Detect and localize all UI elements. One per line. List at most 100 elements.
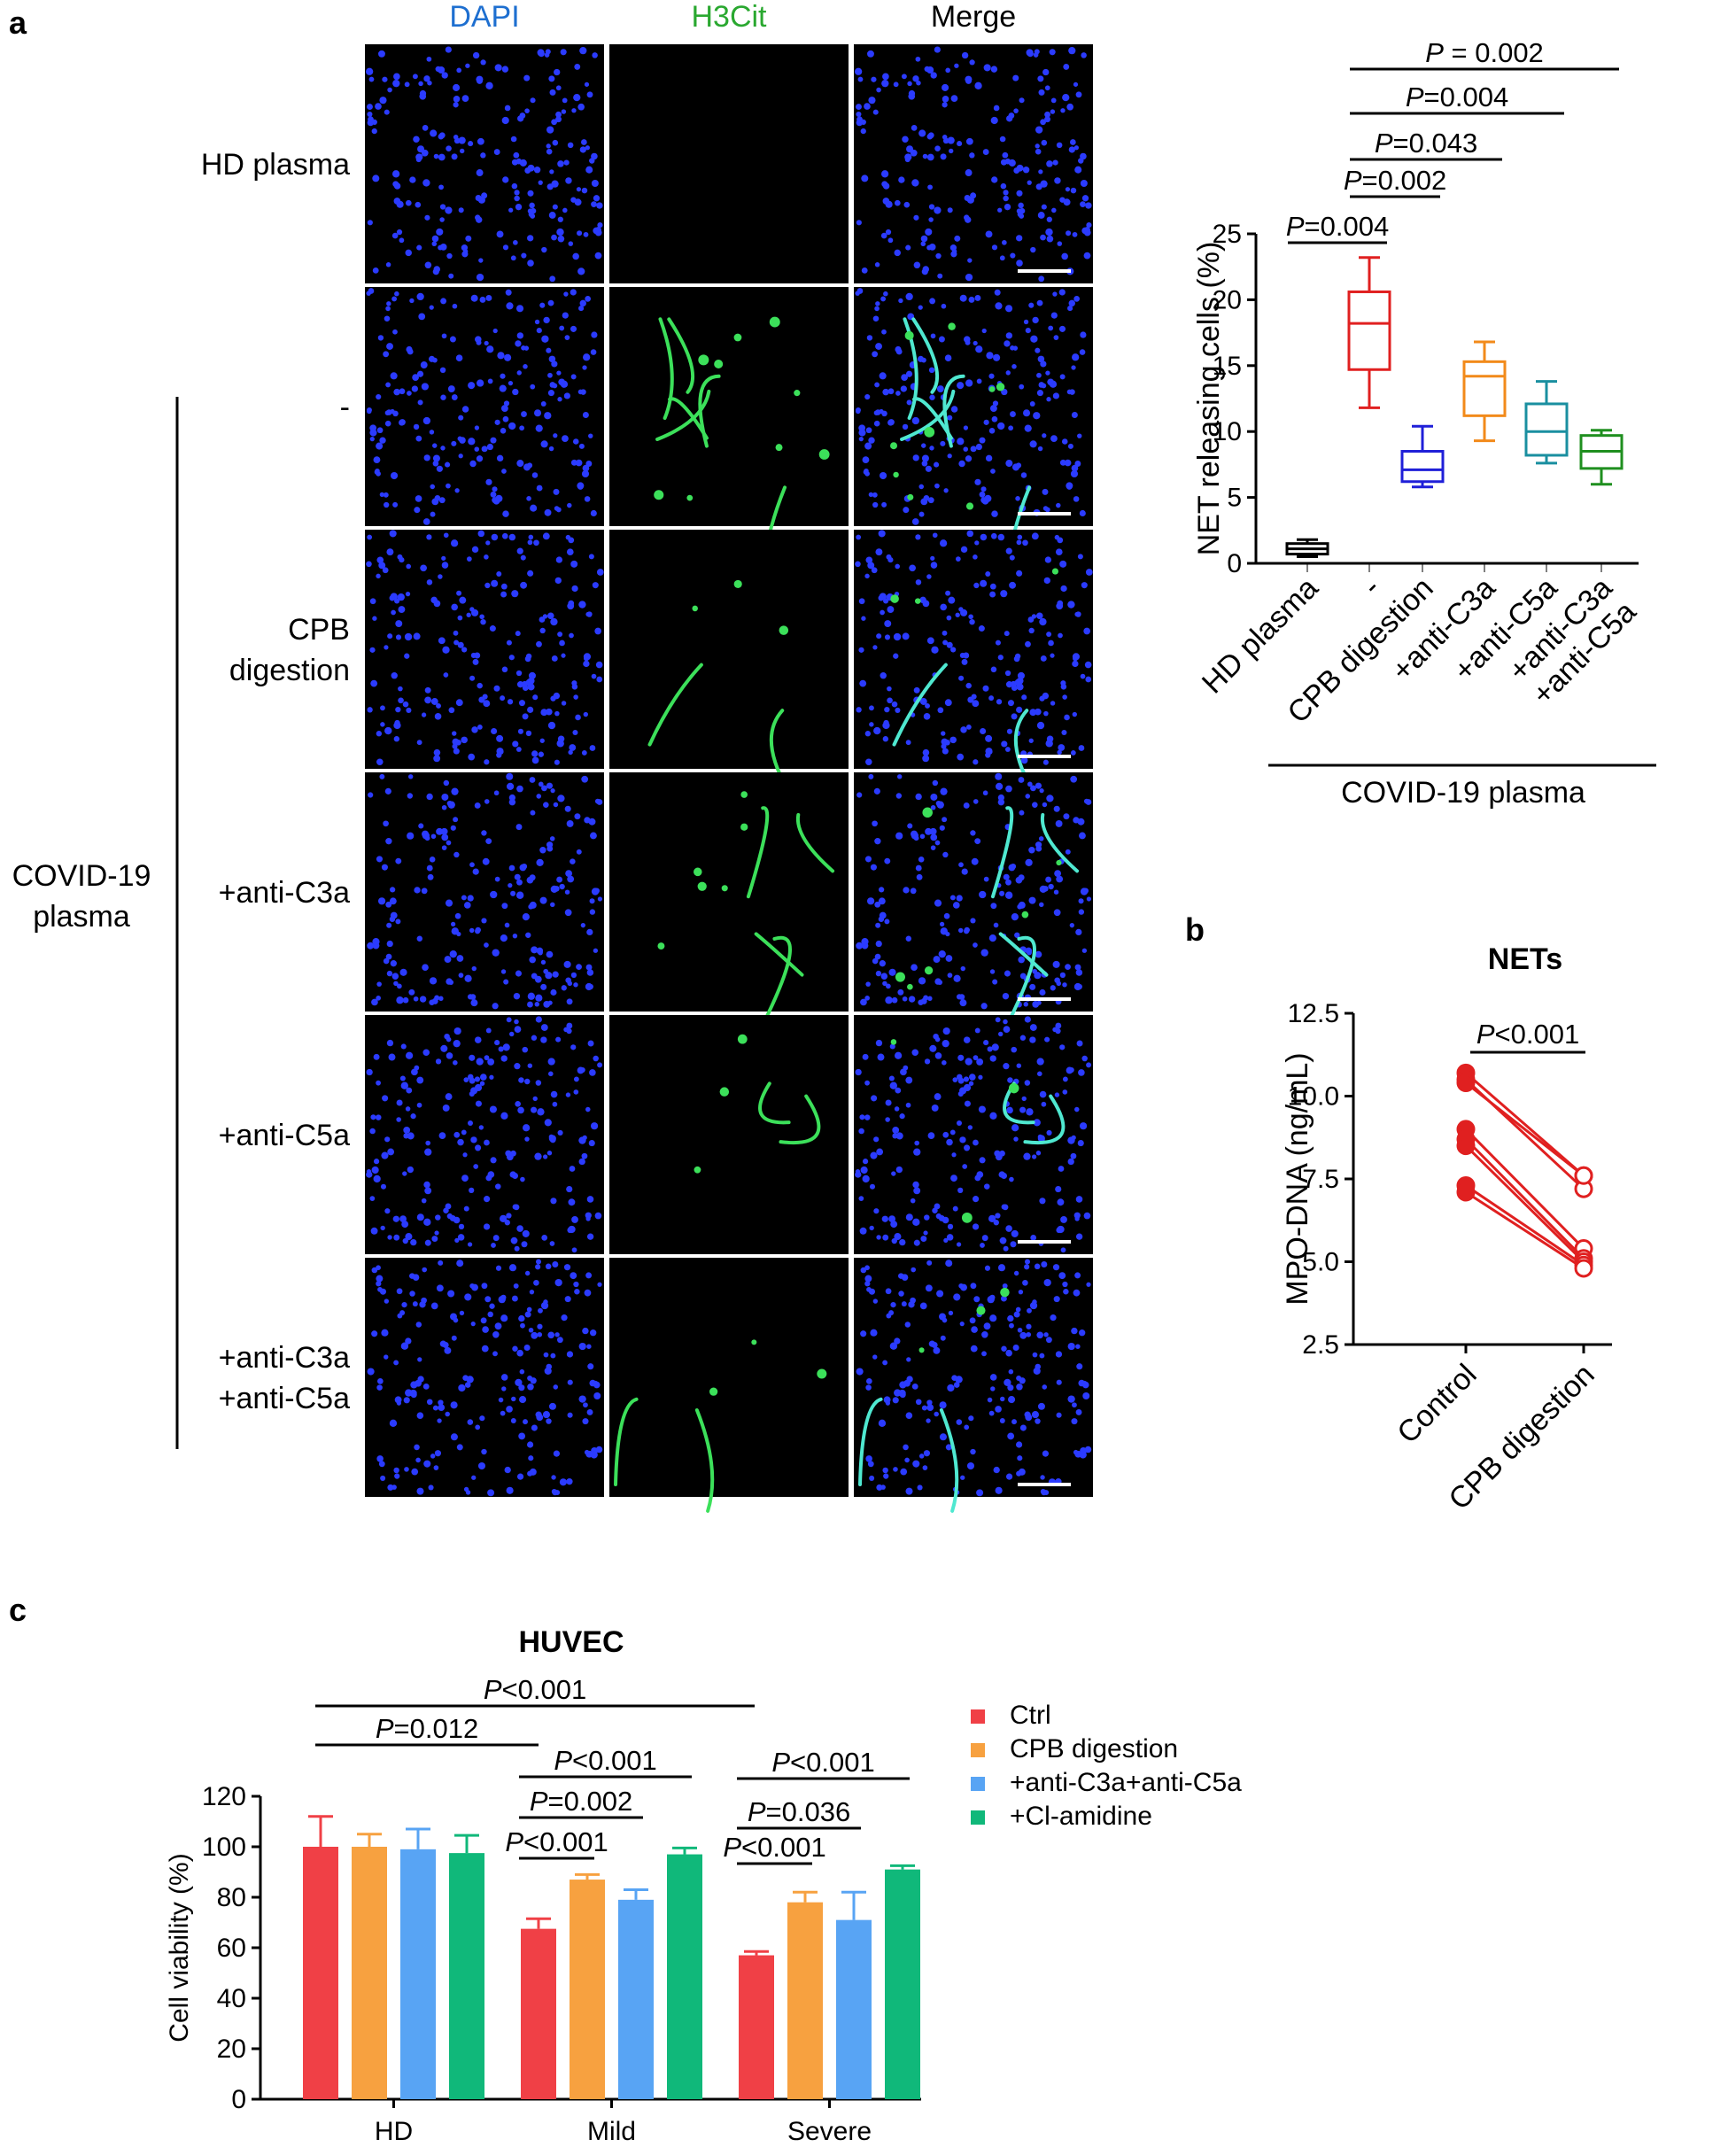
nucleus xyxy=(500,1374,508,1381)
nucleus xyxy=(928,204,935,210)
nucleus xyxy=(895,1087,902,1094)
nuclei xyxy=(365,46,603,283)
nucleus xyxy=(951,1152,957,1158)
nucleus xyxy=(423,1181,430,1189)
nucleus xyxy=(889,1342,898,1350)
nucleus xyxy=(459,437,466,444)
nucleus xyxy=(490,890,498,899)
nucleus xyxy=(481,1283,488,1290)
nucleus xyxy=(880,170,889,178)
nucleus xyxy=(883,719,889,726)
nucleus xyxy=(512,1345,518,1352)
nucleus xyxy=(567,1412,573,1418)
nucleus xyxy=(502,244,509,251)
nucleus xyxy=(515,203,523,211)
nucleus xyxy=(551,180,559,188)
nucleus xyxy=(404,632,413,641)
nucleus xyxy=(1028,302,1035,308)
nucleus xyxy=(392,79,400,88)
nucleus xyxy=(538,751,545,757)
nucleus xyxy=(979,491,986,498)
nucleus xyxy=(932,779,939,787)
nucleus xyxy=(1062,694,1067,700)
nucleus xyxy=(536,858,544,867)
panel-c-label: c xyxy=(9,1592,27,1628)
y-tick-label: 15 xyxy=(1213,352,1242,381)
nucleus xyxy=(476,455,484,462)
nucleus xyxy=(547,390,554,397)
nucleus xyxy=(1040,119,1046,126)
nucleus xyxy=(905,1102,911,1108)
nucleus xyxy=(485,81,493,90)
spot xyxy=(721,885,728,892)
nucleus xyxy=(893,632,902,641)
nucleus xyxy=(563,1264,571,1271)
nucleus xyxy=(539,847,546,854)
nucleus xyxy=(573,94,581,102)
nucleus xyxy=(548,446,554,452)
fiber xyxy=(990,806,1014,899)
y-tick-label: 100 xyxy=(202,1833,246,1862)
bar-3-0 xyxy=(449,1853,484,2099)
nucleus xyxy=(427,80,432,86)
nucleus xyxy=(918,305,923,310)
nucleus xyxy=(540,440,548,448)
nucleus xyxy=(1044,111,1051,118)
nucleus xyxy=(994,1150,1001,1157)
nucleus xyxy=(997,798,1005,806)
nucleus xyxy=(1041,139,1048,146)
nucleus xyxy=(930,555,935,561)
nucleus xyxy=(443,532,449,539)
nucleus xyxy=(934,1052,942,1059)
nucleus xyxy=(487,378,493,384)
nucleus xyxy=(949,148,954,154)
nucleus xyxy=(489,1074,494,1080)
nucleus xyxy=(440,394,446,400)
nucleus xyxy=(534,1002,540,1007)
nucleus xyxy=(383,957,390,965)
nucleus xyxy=(526,496,531,501)
nucleus xyxy=(379,492,384,498)
cpb-point-2 xyxy=(1574,1166,1593,1185)
nucleus xyxy=(549,89,556,96)
nucleus xyxy=(504,353,512,361)
nucleus xyxy=(453,1060,458,1066)
nucleus xyxy=(953,974,961,982)
nucleus xyxy=(996,699,1003,705)
nucleus xyxy=(876,1235,881,1240)
spot xyxy=(697,881,707,891)
fiber xyxy=(1040,812,1080,873)
nucleus xyxy=(1062,94,1070,102)
nucleus xyxy=(965,379,973,387)
nucleus xyxy=(915,864,922,872)
nucleus xyxy=(458,453,463,459)
nucleus xyxy=(471,546,479,554)
nucleus xyxy=(474,1076,481,1082)
p-value: =0.004 xyxy=(1424,81,1509,112)
nucleus xyxy=(856,707,862,713)
nucleus xyxy=(367,534,373,540)
nucleus xyxy=(522,913,530,921)
nucleus xyxy=(391,1484,397,1490)
nucleus xyxy=(469,1054,476,1061)
nucleus xyxy=(929,394,935,400)
nucleus xyxy=(873,787,880,795)
nucleus xyxy=(529,901,537,909)
nucleus xyxy=(875,1039,883,1047)
nucleus xyxy=(387,1148,395,1156)
legend-swatch-0 xyxy=(971,1709,985,1724)
nucleus xyxy=(934,1411,939,1417)
p-value: <0.001 xyxy=(1495,1019,1580,1050)
nucleus xyxy=(873,1208,880,1214)
nucleus xyxy=(880,973,888,980)
nucleus xyxy=(945,67,951,74)
fiber xyxy=(911,317,940,394)
nucleus xyxy=(461,251,469,258)
nucleus xyxy=(494,1040,500,1046)
nucleus xyxy=(1016,1384,1023,1391)
nucleus xyxy=(471,1283,478,1291)
nucleus xyxy=(466,612,471,617)
nucleus xyxy=(526,462,533,469)
nucleus xyxy=(890,1301,896,1308)
nucleus xyxy=(410,1238,417,1246)
